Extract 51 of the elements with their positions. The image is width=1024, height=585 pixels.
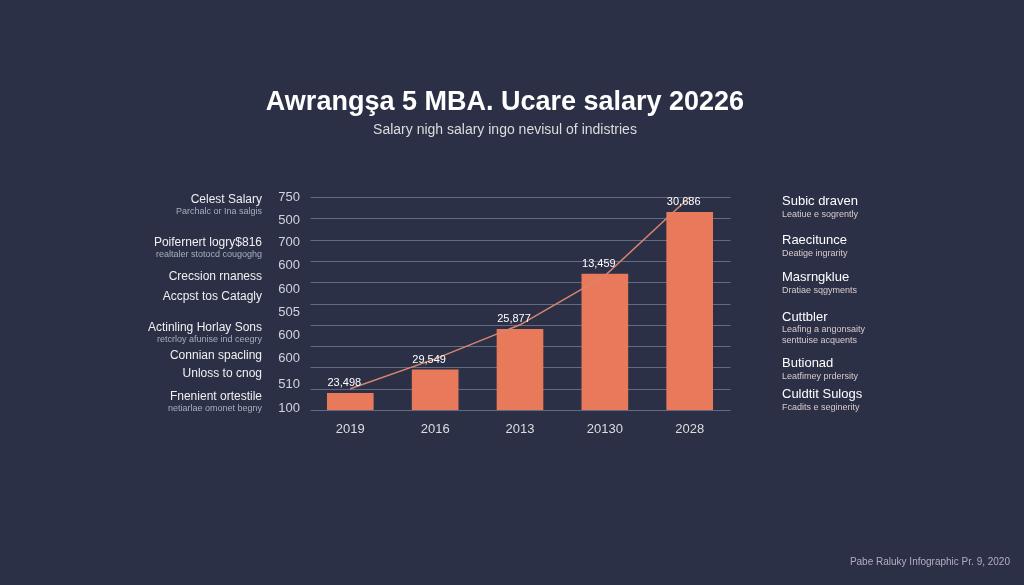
- text: Culdtit Sulogs: [782, 386, 863, 401]
- text: Unloss to cnog: [182, 366, 262, 380]
- bar: [326, 392, 374, 410]
- text: Crecsion rnaness: [168, 269, 262, 283]
- x-tick-label: 2028: [675, 420, 705, 436]
- text: 600: [278, 350, 300, 365]
- text: 505: [278, 304, 300, 319]
- bar: [666, 211, 714, 410]
- text: Actinling Horlay Sons: [147, 320, 262, 334]
- text: 750: [278, 189, 300, 204]
- text: 600: [278, 257, 300, 272]
- text: Parchalc or Ina salgis: [175, 206, 263, 216]
- annotation: 23,498: [327, 375, 362, 388]
- bar: [581, 273, 629, 410]
- text: Fnenient ortestile: [169, 389, 263, 403]
- text: Leafing a angonsaity: [782, 324, 866, 334]
- chart-subtitle: Salary nigh salary ingo nevisul of indistries: [373, 121, 637, 137]
- annotation: 25,877: [497, 312, 531, 325]
- annotation: 13,459: [582, 256, 616, 269]
- text: 600: [278, 281, 300, 296]
- text: Masrngklue: [782, 269, 850, 284]
- text: Pabe Raluky Infographic Pr. 9, 2020: [849, 556, 1011, 567]
- text: 500: [278, 212, 300, 227]
- text: Subic draven: [782, 193, 858, 208]
- text: 100: [278, 400, 300, 415]
- text: senttuise acquents: [782, 335, 858, 345]
- chart-title: Awrangşa 5 MBA. Ucare salary 20226: [265, 86, 745, 116]
- x-tick-label: 2013: [505, 420, 535, 436]
- x-tick-label: 2016: [420, 420, 450, 436]
- text: Poifernert logry$816: [153, 235, 263, 249]
- text: Connian spacling: [169, 348, 262, 362]
- text: Leatfimey prdersity: [782, 371, 859, 381]
- text: realtaler stotocd cougoghg: [155, 249, 262, 259]
- text: retcrloy afunise ind ceegry: [156, 334, 263, 344]
- text: Leatiue e sogrently: [782, 209, 859, 219]
- text: Raecitunce: [782, 232, 848, 247]
- bar: [496, 329, 544, 410]
- bar: [411, 369, 459, 410]
- text: 600: [278, 327, 300, 342]
- x-tick-label: 20130: [586, 420, 623, 436]
- text: 510: [278, 376, 300, 391]
- text: 700: [278, 234, 300, 249]
- text: Celest Salary: [190, 192, 262, 206]
- text: Dratiae sqgyments: [782, 285, 858, 295]
- text: Butionad: [782, 355, 834, 370]
- text: Fcadits e seginerity: [782, 402, 861, 412]
- x-tick-label: 2019: [335, 420, 365, 436]
- text: netiarlae omonet begny: [167, 403, 263, 413]
- text: Deatige ingrarity: [782, 248, 849, 258]
- text: Accpst tos Catagly: [162, 289, 262, 303]
- text: Cuttbler: [782, 309, 829, 324]
